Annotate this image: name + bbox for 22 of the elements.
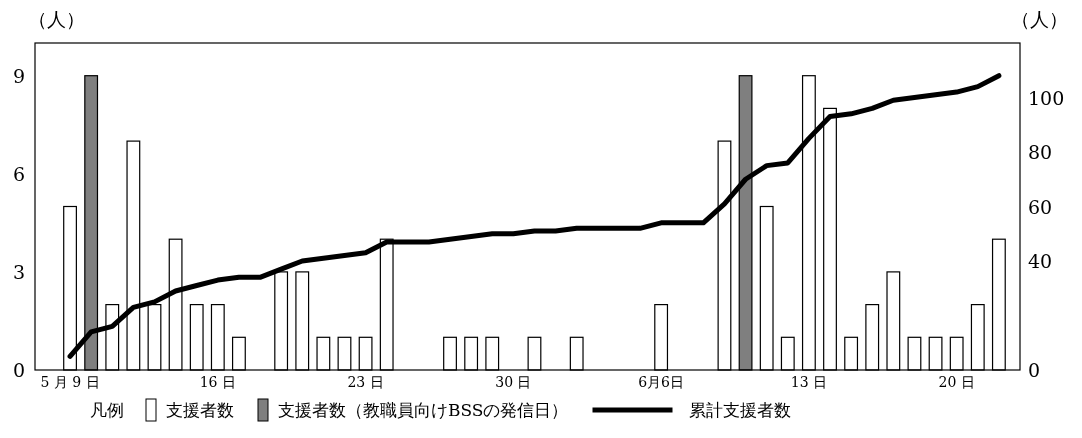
x-tick-label: 13 日 xyxy=(790,374,828,390)
y2-tick-label: 60 xyxy=(1028,195,1053,218)
y2-tick-label: 100 xyxy=(1028,86,1065,109)
y-tick-label: 0 xyxy=(12,359,25,381)
legend-label: 累計支援者数 xyxy=(688,400,791,420)
legend-title: 凡例 xyxy=(90,400,124,420)
y2-tick-label: 40 xyxy=(1028,250,1053,272)
y-axis-title: （人） xyxy=(28,8,85,30)
y-tick-label: 9 xyxy=(12,64,25,87)
y2-axis-title: （人） xyxy=(1011,8,1068,30)
y-tick-label: 6 xyxy=(12,162,25,185)
y2-tick-label: 0 xyxy=(1028,359,1041,381)
legend-label: 支援者数（教職員向けBSSの発信日） xyxy=(278,400,569,420)
y-tick-label: 3 xyxy=(12,260,25,283)
x-tick-label: 20 日 xyxy=(938,374,975,390)
x-tick-label: 16 日 xyxy=(199,374,236,390)
x-tick-label: 30 日 xyxy=(495,374,532,390)
legend-label: 支援者数 xyxy=(166,400,234,420)
x-tick-label: 5 月 9 日 xyxy=(40,374,100,390)
x-tick-label: 23 日 xyxy=(347,374,384,390)
x-tick-label: 6月6日 xyxy=(638,374,685,390)
y2-tick-label: 80 xyxy=(1028,141,1053,163)
